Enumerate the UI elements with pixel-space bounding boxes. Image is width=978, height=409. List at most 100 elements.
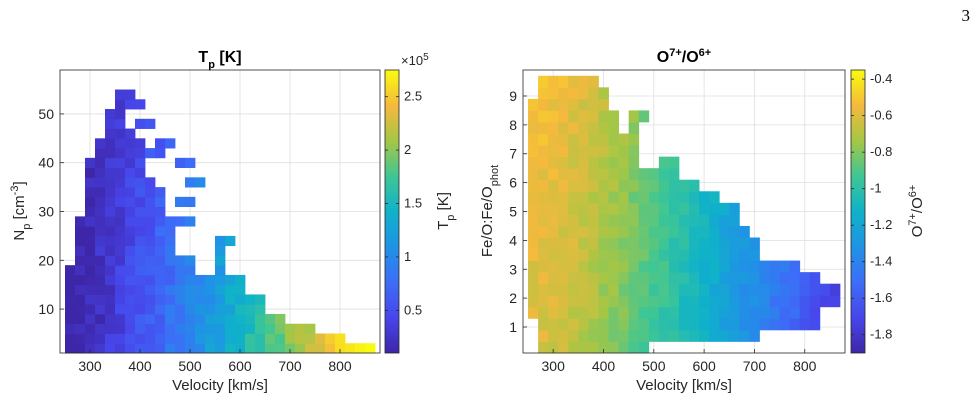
colorbar-tick-label: -0.6 bbox=[870, 108, 892, 123]
colorbar-tick-label: 2.5 bbox=[404, 89, 422, 104]
heatmap-cell bbox=[598, 341, 609, 354]
heatmap-cell bbox=[658, 283, 670, 296]
heatmap-cell bbox=[105, 138, 116, 149]
heatmap-cell bbox=[719, 202, 730, 215]
heatmap-cell bbox=[125, 89, 136, 100]
heatmap-cell bbox=[85, 294, 96, 305]
heatmap-cell bbox=[638, 329, 650, 342]
heatmap-cell bbox=[155, 216, 166, 227]
heatmap-cell bbox=[588, 168, 599, 181]
heatmap-cell bbox=[175, 216, 186, 227]
tp-heatmap-panel: 300 400 500 600 700 800 10 20 30 40 50 Tp [K] Vel… bbox=[9, 49, 457, 394]
heatmap-cell bbox=[588, 225, 599, 238]
heatmap-cell bbox=[115, 226, 126, 237]
heatmap-cell bbox=[125, 294, 136, 305]
heatmap-cell bbox=[105, 343, 116, 354]
heatmap-cell bbox=[558, 133, 569, 146]
heatmap-cell bbox=[95, 304, 106, 315]
heatmap-cell bbox=[598, 98, 609, 111]
heatmap-cell bbox=[588, 87, 599, 100]
heatmap-cell bbox=[689, 272, 700, 285]
heatmap-cell bbox=[749, 318, 760, 331]
heatmap-cell bbox=[245, 304, 256, 315]
heatmap-cell bbox=[255, 323, 266, 334]
heatmap-cell bbox=[85, 313, 96, 325]
heatmap-cell bbox=[538, 237, 549, 250]
heatmap-cell bbox=[125, 313, 136, 325]
y-tick-label: 2 bbox=[509, 290, 517, 306]
heatmap-cell bbox=[568, 110, 579, 123]
heatmap-cell bbox=[709, 202, 720, 215]
heatmap-cell bbox=[215, 343, 226, 354]
heatmap-cell bbox=[75, 333, 86, 344]
heatmap-cell bbox=[558, 249, 569, 261]
heatmap-cell bbox=[608, 272, 619, 285]
heatmap-cell bbox=[588, 75, 599, 88]
heatmap-cell bbox=[195, 343, 206, 354]
heatmap-cell bbox=[618, 191, 630, 204]
heatmap-cell bbox=[588, 133, 599, 146]
heatmap-cell bbox=[528, 214, 539, 227]
heatmap-cell bbox=[648, 272, 660, 285]
heatmap-cell bbox=[618, 329, 630, 342]
heatmap-cell bbox=[255, 333, 266, 344]
colorbar bbox=[850, 69, 866, 354]
heatmap-cell bbox=[809, 272, 821, 285]
heatmap-cell bbox=[638, 283, 650, 296]
heatmap-cell bbox=[195, 313, 206, 325]
heatmap-cell bbox=[578, 121, 589, 134]
heatmap-cell bbox=[145, 196, 156, 208]
heatmap-cell bbox=[305, 323, 316, 334]
heatmap-cell bbox=[65, 333, 76, 344]
heatmap-cell bbox=[85, 323, 96, 334]
heatmap-cell bbox=[325, 333, 336, 344]
heatmap-cell bbox=[95, 157, 106, 168]
heatmap-cell bbox=[195, 304, 206, 315]
heatmap-cell bbox=[799, 306, 811, 319]
heatmap-cell bbox=[608, 225, 619, 238]
heatmap-cell bbox=[528, 168, 539, 181]
heatmap-cell bbox=[75, 343, 86, 354]
heatmap-cell bbox=[779, 306, 791, 319]
heatmap-cell bbox=[779, 295, 791, 308]
heatmap-cell bbox=[628, 133, 640, 146]
colorbar-label: Tp [K] bbox=[435, 192, 457, 230]
colorbar-tick-label: 0.5 bbox=[404, 302, 422, 317]
heatmap-cell bbox=[689, 214, 700, 227]
heatmap-cell bbox=[185, 343, 196, 354]
heatmap-cell bbox=[65, 294, 76, 305]
heatmap-cell bbox=[538, 318, 549, 331]
heatmap-cell bbox=[588, 306, 599, 319]
heatmap-cell bbox=[195, 274, 206, 286]
heatmap-cell bbox=[145, 323, 156, 334]
heatmap-cell bbox=[608, 295, 619, 308]
heatmap-cell bbox=[729, 214, 740, 227]
heatmap-cell bbox=[225, 284, 236, 295]
heatmap-cell bbox=[628, 272, 640, 285]
heatmap-cell bbox=[568, 237, 579, 250]
heatmap-cell bbox=[548, 306, 559, 319]
heatmap-cell bbox=[85, 235, 96, 247]
heatmap-cell bbox=[65, 304, 76, 315]
heatmap-cell bbox=[648, 249, 660, 261]
heatmap-cell bbox=[265, 333, 276, 344]
heatmap-cell bbox=[85, 177, 96, 188]
heatmap-cell bbox=[598, 318, 609, 331]
heatmap-cell bbox=[578, 272, 589, 285]
heatmap-cell bbox=[125, 206, 136, 217]
heatmap-cell bbox=[588, 98, 599, 111]
colorbar-tick-label: -1.6 bbox=[870, 290, 892, 305]
heatmap-cell bbox=[225, 313, 236, 325]
heatmap-cell bbox=[205, 333, 216, 344]
heatmap-cell bbox=[729, 272, 740, 285]
heatmap-cell bbox=[749, 295, 760, 308]
heatmap-cell bbox=[658, 168, 670, 181]
heatmap-cell bbox=[135, 138, 146, 149]
heatmap-cell bbox=[638, 318, 650, 331]
heatmap-cell bbox=[115, 333, 126, 344]
heatmap-cell bbox=[125, 128, 136, 139]
page-number: 3 bbox=[961, 6, 971, 25]
heatmap-cell bbox=[105, 148, 116, 159]
heatmap-cell bbox=[105, 323, 116, 334]
heatmap-cell bbox=[125, 245, 136, 256]
